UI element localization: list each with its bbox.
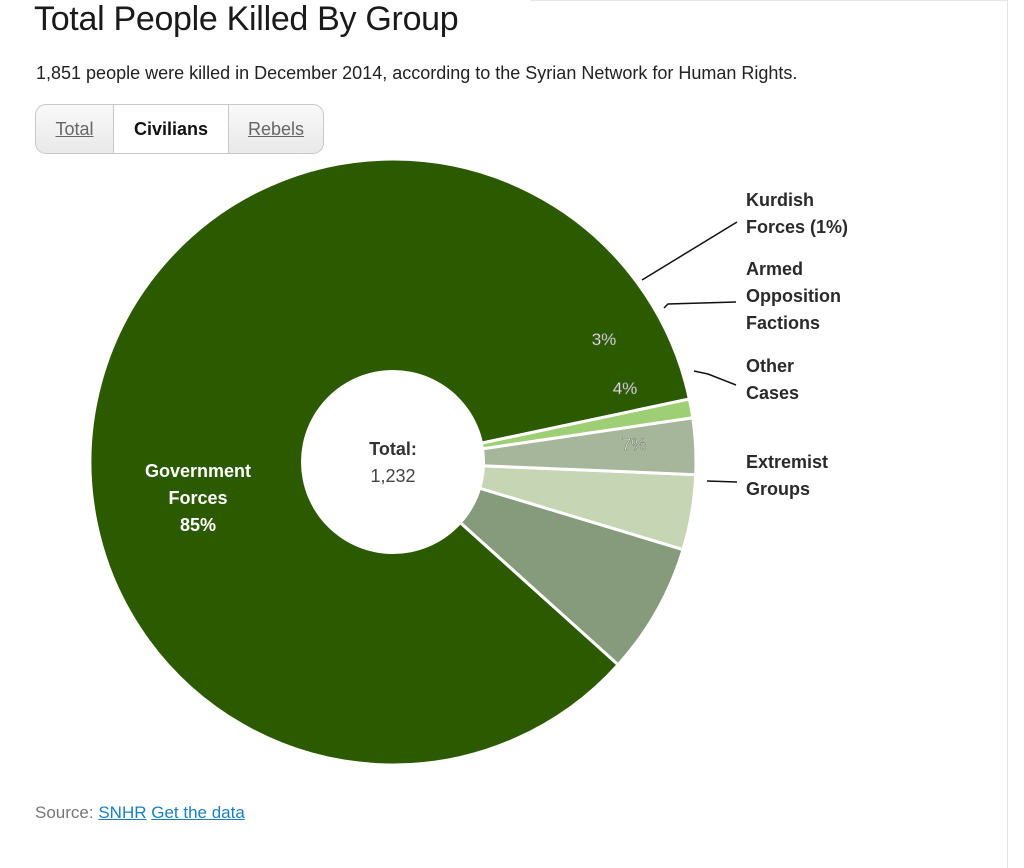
leader-line-4 [641,221,738,281]
slice-value-label-1: 7% [622,435,647,454]
center-total-label: Total: [369,439,417,459]
slice-name-label-4-0: Kurdish [746,190,814,210]
slice-value-label-2: 4% [613,379,638,398]
source-prefix: Source: [35,803,94,822]
donut-chart: Total: 1,232 Government Forces 85% 7% Extrem… [88,157,848,767]
center-total-value: 1,232 [370,466,415,486]
slice-name-label-3-1: Opposition [746,286,841,306]
slice-name-label-3-2: Factions [746,313,820,333]
slice-name-label-2-0: Other [746,356,794,376]
slice-name-label-2-1: Cases [746,383,799,403]
tab-rebels[interactable]: Rebels [247,118,305,139]
slice-name-label-3-0: Armed [746,259,803,279]
tab-civilians[interactable]: Civilians [114,105,229,153]
chart-title: Total People Killed By Group [34,0,459,38]
slice-name-label-1-0: Extremist [746,452,828,472]
slice-labels: Government Forces 85% 7% Extremist Groups 4% Ot… [145,190,848,535]
source-line: Source: SNHR Get the data [35,803,245,823]
slice-name-label-1-1: Groups [746,479,810,499]
source-link-snhr[interactable]: SNHR [98,803,147,822]
slice-value-label-3: 3% [592,330,617,349]
slice-label-inside-0-2: 85% [180,515,216,535]
tab-total[interactable]: Total [36,105,114,153]
tab-bar: Total Civilians Rebels [35,104,324,154]
leader-line-2 [693,370,737,386]
slice-name-label-4-1: Forces (1%) [746,217,848,237]
donut-hole [301,370,485,554]
slice-label-inside-0-1: Forces [168,488,227,508]
right-border [1007,0,1008,868]
get-the-data-link[interactable]: Get the data [151,803,245,822]
leader-line-3 [663,301,737,309]
slice-label-inside-0-0: Government [145,461,251,481]
leader-line-1 [706,480,738,483]
chart-subtitle: 1,851 people were killed in December 201… [36,63,798,83]
top-border [530,0,1007,1]
